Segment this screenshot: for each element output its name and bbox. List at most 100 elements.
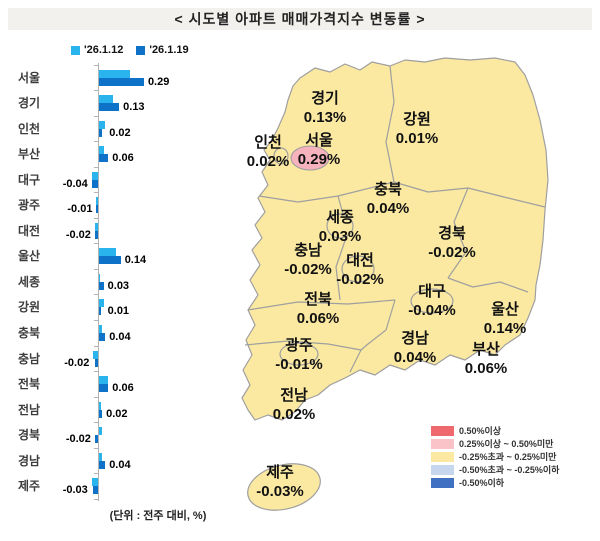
map-region-label: 충북 0.04% xyxy=(340,180,436,218)
korea-map xyxy=(241,57,549,511)
bar-value-label: 0.29 xyxy=(147,75,170,88)
bar-week2 xyxy=(99,256,121,265)
region-name: 광주 xyxy=(285,337,313,354)
bar-week2 xyxy=(94,358,98,367)
region-value: 0.02% xyxy=(246,153,290,170)
region-name: 충북 xyxy=(374,181,402,198)
region-name: 서울 xyxy=(305,132,333,149)
region-value: 0.02% xyxy=(272,406,316,423)
legend-swatch-icon xyxy=(71,45,80,55)
bar-chart-axis xyxy=(98,63,99,501)
map-region-label: 경기 0.13% xyxy=(277,89,373,127)
bar-value-label: -0.01 xyxy=(67,203,93,216)
region-value: 0.03% xyxy=(318,228,362,245)
bar-value-label: 0.02 xyxy=(106,407,128,420)
legend-range-label: -0.50%이하 xyxy=(459,478,505,488)
map-legend-item: -0.50%초과 ~ -0.25%이하 xyxy=(431,464,559,475)
map-region-label: 경북 -0.02% xyxy=(404,224,500,262)
map-region-label: 대구 -0.04% xyxy=(384,282,480,320)
axis-tick xyxy=(94,243,98,245)
map-legend-item: -0.50%이하 xyxy=(431,477,504,488)
region-value: 0.01% xyxy=(395,130,439,147)
axis-tick xyxy=(94,320,98,321)
map-legend-item: -0.25%초과 ~ 0.25%미만 xyxy=(431,451,556,462)
bar-week2 xyxy=(99,154,109,163)
region-value: -0.04% xyxy=(408,302,456,319)
bar-category-label: 대구 xyxy=(18,172,41,187)
region-name: 경남 xyxy=(401,330,429,347)
legend-color-swatch xyxy=(431,438,454,449)
bar-week1 xyxy=(99,427,103,436)
region-name: 충남 xyxy=(294,242,322,259)
bar-category-label: 충남 xyxy=(18,351,41,366)
legend-range-label: 0.25%이상 ~ 0.50%미만 xyxy=(459,439,554,449)
bar-value-label: -0.04 xyxy=(62,177,88,190)
bar-category-label: 제주 xyxy=(18,479,41,494)
bar-legend-item: '26.1.12 xyxy=(71,44,123,56)
bar-week1 xyxy=(99,376,109,385)
bar-category-label: 서울 xyxy=(18,70,41,85)
bar-category-label: 강원 xyxy=(18,300,41,315)
region-name: 인천 xyxy=(254,134,282,151)
bar-week1 xyxy=(99,299,104,308)
bar-week2 xyxy=(99,281,104,290)
bar-week2 xyxy=(99,384,109,393)
daejeon-shape xyxy=(341,255,375,283)
bar-value-label: 0.14 xyxy=(124,254,147,267)
bar-week1 xyxy=(99,401,101,410)
region-value: -0.02% xyxy=(428,244,476,261)
map-region-label: 서울 0.29% xyxy=(271,131,367,169)
region-value: -0.02% xyxy=(336,271,384,288)
bar-week1 xyxy=(91,171,98,180)
bar-week1 xyxy=(96,197,98,206)
bar-week1 xyxy=(94,222,98,231)
map-region-label: 전남 0.02% xyxy=(246,386,342,424)
legend-color-swatch xyxy=(431,451,454,462)
province-borders xyxy=(244,65,546,373)
axis-tick xyxy=(94,268,98,270)
bar-week1 xyxy=(99,273,100,282)
sejong-shape xyxy=(326,213,354,239)
bar-category-label: 인천 xyxy=(18,121,41,136)
region-value: 0.06% xyxy=(464,360,508,377)
region-value: 0.06% xyxy=(296,310,340,327)
axis-tick xyxy=(94,64,98,66)
bar-week1 xyxy=(99,95,113,104)
bar-legend-label: '26.1.19 xyxy=(149,44,189,56)
region-name: 대전 xyxy=(346,252,374,269)
legend-range-label: -0.50%초과 ~ -0.25%이하 xyxy=(459,465,560,475)
bar-value-label: 0.06 xyxy=(112,382,134,395)
bar-value-label: -0.02 xyxy=(65,433,91,446)
axis-tick xyxy=(94,473,98,475)
daegu-shape xyxy=(410,288,454,314)
bar-week2 xyxy=(96,205,98,214)
region-name: 전남 xyxy=(280,387,308,404)
bar-category-label: 울산 xyxy=(18,249,41,264)
region-name: 세종 xyxy=(326,209,354,226)
bar-legend-item: '26.1.19 xyxy=(136,44,189,56)
axis-tick xyxy=(94,371,98,373)
region-name: 제주 xyxy=(266,464,294,481)
bar-value-label: 0.04 xyxy=(109,458,131,471)
legend-color-swatch xyxy=(431,425,454,436)
region-value: 0.13% xyxy=(303,109,347,126)
region-name: 경북 xyxy=(438,225,466,242)
region-name: 울산 xyxy=(491,301,519,318)
map-region-label: 전북 0.06% xyxy=(270,290,366,328)
jeju-island-shape xyxy=(247,463,321,511)
bar-week2 xyxy=(99,103,120,112)
bar-week1 xyxy=(93,350,98,359)
axis-tick xyxy=(94,90,98,92)
region-value: 0.14% xyxy=(483,320,527,337)
region-value: 0.04% xyxy=(393,349,437,366)
bar-category-label: 전남 xyxy=(18,402,41,417)
bar-week2 xyxy=(99,333,106,341)
bar-week1 xyxy=(99,146,104,155)
region-name: 경기 xyxy=(311,90,339,107)
bar-week1 xyxy=(99,452,103,461)
bar-value-label: -0.02 xyxy=(65,228,91,241)
bar-week1 xyxy=(91,478,98,487)
map-region-label: 충남 -0.02% xyxy=(260,241,356,279)
map-region-label: 경남 0.04% xyxy=(367,329,463,367)
